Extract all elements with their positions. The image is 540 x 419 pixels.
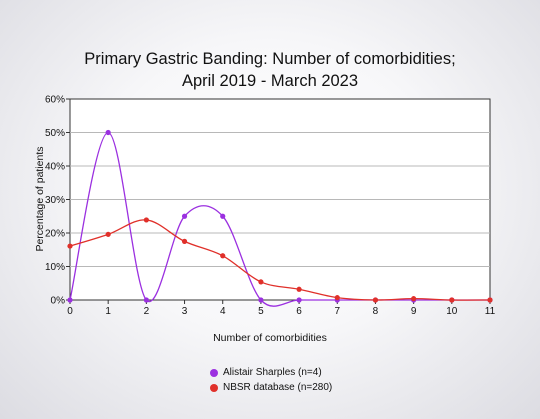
y-tick-label: 10% xyxy=(45,262,65,273)
legend-label: Alistair Sharples (n=4) xyxy=(223,367,322,378)
data-point xyxy=(487,297,493,303)
series-group xyxy=(67,129,493,307)
y-axis-label: Percentage of patients xyxy=(34,146,46,252)
legend: Alistair Sharples (n=4) NBSR database (n… xyxy=(210,366,332,396)
data-point xyxy=(143,217,149,223)
chart-title: Primary Gastric Banding: Number of comor… xyxy=(0,48,540,92)
legend-marker-icon xyxy=(210,383,218,392)
chart-title-line-2: April 2019 - March 2023 xyxy=(181,72,359,90)
data-point xyxy=(181,238,188,244)
y-tick-label: 30% xyxy=(45,195,65,206)
x-tick-label: 5 xyxy=(258,306,264,317)
chart-title-line-1: Primary Gastric Banding: Number of comor… xyxy=(84,50,456,68)
y-tick-label: 50% xyxy=(45,128,65,139)
x-tick-label: 1 xyxy=(105,306,111,317)
y-tick-label: 40% xyxy=(45,162,65,173)
x-tick-label: 8 xyxy=(373,306,379,317)
y-tick-label: 20% xyxy=(45,229,65,240)
data-point xyxy=(67,243,73,249)
legend-item-series-1: Alistair Sharples (n=4) xyxy=(210,366,332,379)
x-tick-label: 10 xyxy=(446,306,458,317)
y-tick-label: 60% xyxy=(45,95,65,106)
data-point xyxy=(296,286,302,292)
x-tick-label: 9 xyxy=(411,306,417,317)
data-point xyxy=(105,129,111,136)
data-point xyxy=(220,253,226,259)
x-tick-label: 6 xyxy=(296,306,302,317)
legend-label: NBSR database (n=280) xyxy=(223,382,333,393)
data-point xyxy=(220,213,226,219)
data-point xyxy=(181,213,188,219)
data-point xyxy=(258,279,264,285)
data-point xyxy=(258,297,264,303)
x-tick-label: 2 xyxy=(144,306,150,317)
x-tick-label: 11 xyxy=(485,306,496,317)
x-tick-label: 0 xyxy=(67,306,73,317)
x-tick-label: 3 xyxy=(182,306,188,317)
data-point xyxy=(411,296,417,302)
x-axis-label: Number of comorbidities xyxy=(213,332,327,344)
data-point xyxy=(449,297,455,303)
x-tick-label: 4 xyxy=(220,306,226,317)
grid xyxy=(69,98,491,301)
data-point xyxy=(105,231,111,237)
data-point xyxy=(334,295,340,301)
legend-item-series-2: NBSR database (n=280) xyxy=(210,381,332,394)
data-point xyxy=(372,297,379,303)
x-tick-label: 7 xyxy=(334,306,340,317)
data-point xyxy=(67,297,73,303)
y-axis-ticks: 0% 10% 20% 30% 40% 50% 60% xyxy=(45,95,70,307)
legend-marker-icon xyxy=(210,368,218,377)
y-tick-label: 0% xyxy=(51,296,66,307)
data-point xyxy=(143,297,149,303)
data-point xyxy=(296,297,302,303)
series-line-2 xyxy=(69,219,491,301)
x-axis-ticks: 0 1 2 3 4 5 6 7 8 9 10 11 xyxy=(67,300,496,317)
